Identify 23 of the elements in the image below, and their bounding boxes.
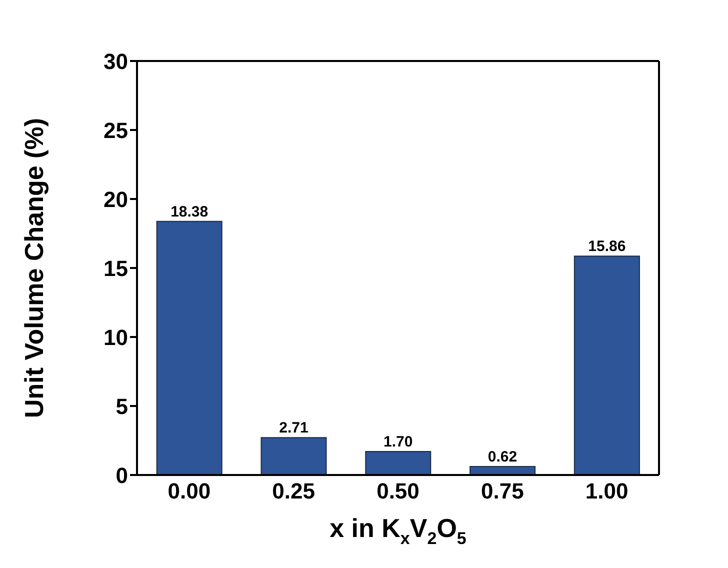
data-label: 0.62 (488, 448, 518, 466)
y-tick-label: 15 (104, 256, 128, 281)
x-tick-label: 1.00 (585, 478, 628, 504)
y-tick-label: 30 (104, 48, 128, 74)
x-axis-title: x in K$_{x}$V$_{2}$O$_{5}$ (330, 513, 466, 548)
bar (365, 451, 432, 475)
data-label: 18.38 (170, 203, 208, 220)
y-tick-label: 20 (104, 186, 128, 212)
y-tick-label: 5 (116, 394, 128, 419)
bar (156, 220, 222, 475)
y-tick-label: 0 (116, 462, 128, 488)
data-label: 1.70 (384, 434, 413, 451)
data-label: 15.86 (588, 238, 626, 256)
y-tick-label: 10 (104, 324, 128, 350)
y-tick-label: 25 (104, 118, 128, 143)
data-label: 2.71 (279, 420, 308, 437)
y-axis-title: Unit Volume Change (%) (19, 118, 49, 418)
x-tick-label: 0.50 (376, 478, 420, 504)
x-tick-label: 0.00 (168, 478, 211, 504)
x-tick-label: 0.25 (272, 478, 316, 504)
bar (260, 437, 327, 475)
x-tick-label: 0.75 (480, 478, 524, 504)
bar (574, 256, 640, 475)
